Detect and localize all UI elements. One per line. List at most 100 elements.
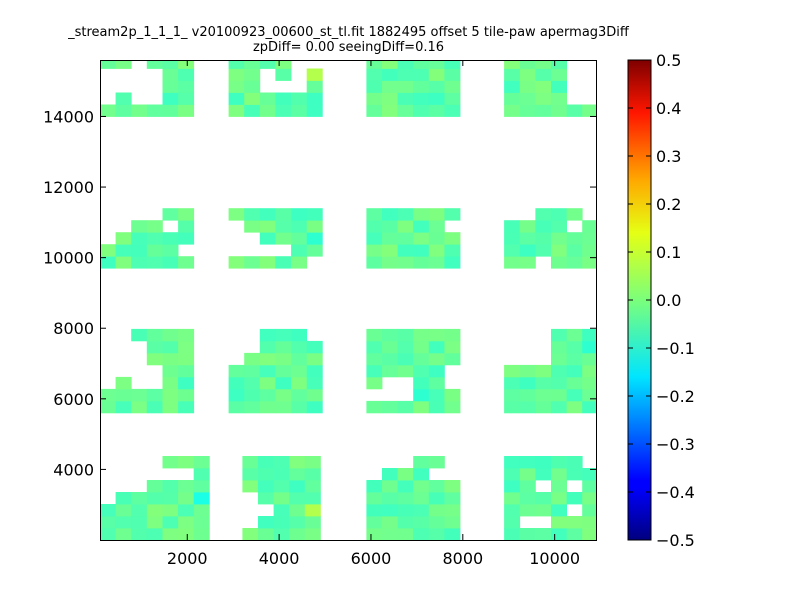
- heatmap-cell: [306, 376, 323, 390]
- heatmap-cell: [244, 400, 261, 414]
- heatmap-cell: [178, 104, 195, 117]
- heatmap-cell: [193, 528, 210, 540]
- heatmap-cell: [244, 388, 261, 402]
- heatmap-cell: [551, 208, 567, 221]
- y-tick-label: 4000: [53, 460, 94, 479]
- heatmap-cell: [551, 528, 567, 540]
- heatmap-cell: [582, 232, 596, 245]
- heatmap-cell: [306, 232, 323, 245]
- heatmap-cell: [566, 376, 583, 390]
- heatmap-cell: [428, 61, 445, 69]
- heatmap-cell: [582, 492, 596, 505]
- heatmap-cell: [244, 256, 261, 269]
- heatmap-cell: [178, 388, 195, 402]
- heatmap-cell: [259, 400, 276, 414]
- heatmap-cell: [115, 232, 132, 245]
- heatmap-cell: [566, 340, 583, 354]
- heatmap-cell: [275, 68, 292, 81]
- heatmap-cell: [146, 352, 163, 366]
- heatmap-cell: [366, 61, 383, 69]
- heatmap-cell: [535, 528, 552, 540]
- heatmap-cell: [162, 256, 179, 269]
- heatmap-cell: [162, 92, 179, 105]
- heatmap-cell: [519, 244, 536, 257]
- heatmap-cell: [504, 364, 521, 378]
- heatmap-cell: [178, 328, 195, 342]
- heatmap-cell: [397, 400, 414, 414]
- heatmap-cell: [551, 340, 567, 354]
- heatmap-cell: [289, 456, 306, 469]
- heatmap-cell: [275, 328, 292, 342]
- heatmap-cell: [444, 68, 461, 81]
- heatmap-cell: [131, 256, 148, 269]
- heatmap-cell: [366, 340, 383, 354]
- heatmap-cell: [519, 388, 536, 402]
- y-tick-label: 8000: [53, 319, 94, 338]
- heatmap-cell: [504, 232, 521, 245]
- heatmap-cell: [428, 328, 445, 342]
- heatmap-cell: [397, 208, 414, 221]
- heatmap-cell: [291, 256, 308, 269]
- heatmap-cell: [428, 68, 445, 81]
- heatmap-cell: [397, 104, 414, 117]
- heatmap-cell: [366, 376, 383, 390]
- heatmap-cell: [397, 364, 414, 378]
- heatmap-cell: [366, 480, 383, 493]
- heatmap-cell: [504, 92, 521, 105]
- heatmap-cell: [146, 504, 163, 517]
- heatmap-cell: [228, 61, 245, 69]
- heatmap-cell: [444, 400, 461, 414]
- heatmap-cell: [289, 528, 306, 540]
- heatmap-cell: [162, 104, 179, 117]
- heatmap-cell: [444, 80, 461, 93]
- heatmap-cell: [101, 516, 116, 529]
- heatmap-cell: [504, 492, 521, 505]
- heatmap-cell: [444, 208, 461, 221]
- heatmap-cell: [366, 256, 383, 269]
- heatmap-cell: [519, 468, 536, 481]
- heatmap-cell: [242, 468, 259, 481]
- heatmap-cell: [397, 352, 414, 366]
- heatmap-cell: [306, 208, 323, 221]
- heatmap-cell: [115, 256, 132, 269]
- heatmap-cell: [535, 388, 552, 402]
- heatmap-cell: [115, 388, 132, 402]
- heatmap-cell: [178, 80, 195, 93]
- heatmap-cell: [504, 504, 521, 517]
- heatmap-cell: [115, 516, 132, 529]
- heatmap-cell: [551, 104, 567, 117]
- heatmap-cell: [413, 516, 430, 529]
- heatmap-cell: [366, 244, 383, 257]
- heatmap-cell: [566, 400, 583, 414]
- heatmap-cell: [382, 352, 398, 366]
- heatmap-cell: [259, 61, 276, 69]
- heatmap-cell: [258, 456, 274, 469]
- heatmap-cell: [366, 68, 383, 81]
- heatmap-cell: [504, 376, 521, 390]
- heatmap-cell: [582, 480, 596, 493]
- heatmap-cell: [504, 480, 521, 493]
- heatmap-cell: [413, 528, 430, 540]
- heatmap-cell: [366, 104, 383, 117]
- heatmap-cell: [566, 256, 583, 269]
- heatmap-cell: [101, 104, 116, 117]
- heatmap-cell: [366, 328, 383, 342]
- heatmap-cell: [504, 220, 521, 233]
- heatmap-cell: [289, 468, 306, 481]
- heatmap-cell: [306, 388, 323, 402]
- heatmap-cell: [273, 480, 290, 493]
- heatmap-cell: [146, 340, 163, 354]
- heatmap-cell: [566, 232, 583, 245]
- heatmap-cell: [306, 340, 323, 354]
- heatmap-cell: [382, 208, 398, 221]
- x-tick-label: 2000: [167, 549, 208, 568]
- heatmap-cell: [275, 388, 292, 402]
- heatmap-cell: [131, 388, 148, 402]
- heatmap-cell: [101, 528, 116, 540]
- heatmap-cell: [228, 364, 245, 378]
- heatmap-cell: [582, 352, 596, 366]
- heatmap-cell: [178, 340, 195, 354]
- heatmap-cell: [273, 504, 290, 517]
- heatmap-cell: [366, 400, 383, 414]
- heatmap-cell: [273, 468, 290, 481]
